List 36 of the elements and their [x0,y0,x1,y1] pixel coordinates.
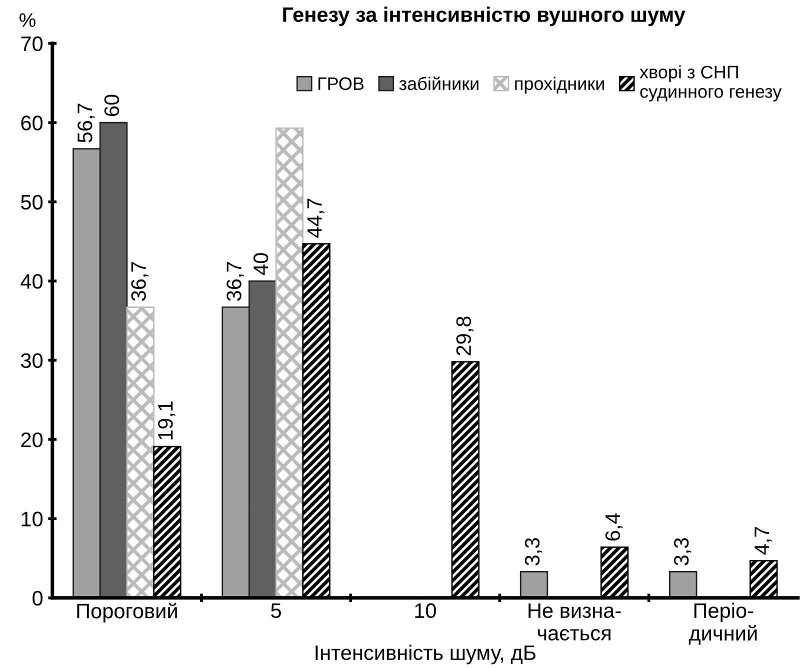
y-tick-label: 60 [21,116,43,130]
y-tick-label: 40 [20,274,43,289]
data-label: 60 [104,94,120,116]
x-tick-label: 5 [271,603,281,618]
data-label: 29,8 [456,316,474,356]
data-label: 44,7 [307,198,324,238]
y-tick-label: 10 [22,512,43,526]
y-tick-label: 30 [20,353,43,368]
legend-label: хворі з СНП судинного генезу [640,65,782,102]
x-tick-label: 10 [415,603,436,618]
data-label: 19,1 [158,401,176,440]
y-tick-label: 50 [21,194,43,210]
legend-label: забійники [399,76,478,90]
data-label: 3,3 [524,538,542,566]
y-tick-label: 70 [21,36,43,52]
x-axis-title: Інтенсивність шуму, дБ [316,644,536,664]
legend-label: ГРОВ [318,77,364,90]
y-tick-label: 0 [32,590,43,606]
bar [520,571,548,598]
data-label: 3,3 [674,538,692,566]
bar [126,306,154,598]
bar [275,127,304,598]
legend-label: прохідники [515,76,604,94]
x-tick-label: Пороговий [77,602,177,623]
data-label: 56,7 [78,104,95,142]
data-label: 36,7 [226,262,244,301]
bar [669,571,698,598]
x-tick-label: Не визна- чається [528,603,621,640]
data-label: 6,4 [605,513,623,541]
data-label: 36,7 [131,262,148,301]
chart-title: Генезу за інтенсивністю вушного шуму [283,6,686,26]
y-tick-label: 20 [21,432,43,448]
data-label: 4,7 [754,527,772,555]
x-tick-label: Періо- дичний [688,602,757,645]
data-label: 40 [253,253,268,276]
y-axis-title: % [20,13,36,27]
